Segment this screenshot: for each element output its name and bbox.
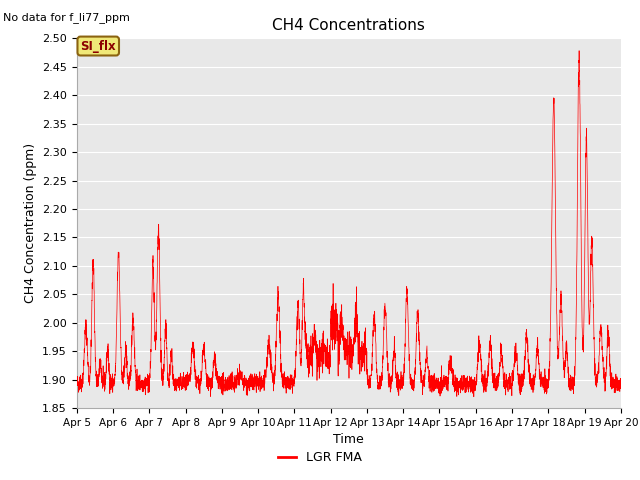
Text: No data for f_li77_ppm: No data for f_li77_ppm	[3, 12, 130, 23]
Title: CH4 Concentrations: CH4 Concentrations	[273, 18, 425, 33]
Text: SI_flx: SI_flx	[81, 39, 116, 52]
Y-axis label: CH4 Concentration (ppm): CH4 Concentration (ppm)	[24, 143, 36, 303]
X-axis label: Time: Time	[333, 433, 364, 446]
Legend: LGR FMA: LGR FMA	[273, 446, 367, 469]
